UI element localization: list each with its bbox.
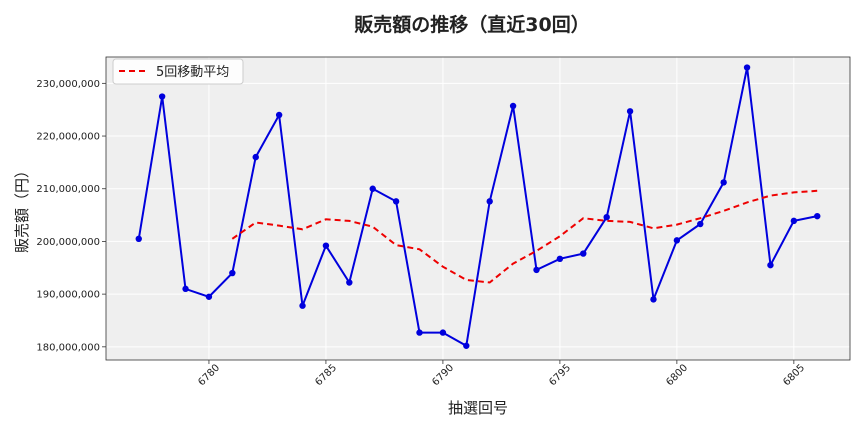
data-point	[182, 285, 189, 293]
y-tick-label: 230,000,000	[36, 79, 100, 90]
data-point	[767, 261, 774, 269]
y-tick-label: 190,000,000	[36, 290, 100, 301]
y-axis-label: 販売額（円）	[13, 163, 31, 253]
data-point	[486, 198, 493, 205]
data-point	[252, 153, 259, 161]
series-line-sales	[137, 67, 818, 348]
y-axis-ticks: 180,000,000 190,000,000 200,000,000 210,000…	[36, 79, 106, 353]
x-axis-ticks: 6780 6785 6790 6795 6800 6805	[196, 360, 807, 388]
data-point	[533, 266, 540, 274]
legend: 5回移動平均	[112, 58, 244, 85]
data-point	[814, 212, 821, 220]
data-point	[697, 220, 704, 228]
data-point	[322, 242, 330, 249]
legend-label-moving-average: 5回移動平均	[156, 65, 229, 80]
data-point	[439, 329, 447, 336]
data-point	[299, 302, 306, 309]
data-point	[650, 296, 657, 303]
x-tick-label: 6800	[664, 362, 690, 388]
series-layer	[135, 64, 821, 349]
data-point	[509, 102, 517, 110]
x-tick-label: 6780	[196, 362, 222, 388]
legend-box	[112, 58, 244, 85]
chart-title: 販売額の推移（直近30回）	[354, 13, 589, 36]
x-axis-label: 抽選回号	[448, 399, 508, 417]
x-tick-label: 6790	[430, 362, 456, 388]
data-point	[416, 329, 423, 336]
series-line-moving-average	[231, 189, 818, 284]
data-point	[275, 111, 283, 119]
y-tick-label: 180,000,000	[36, 342, 100, 353]
data-point	[463, 342, 470, 349]
data-point	[603, 213, 610, 221]
data-point	[556, 255, 564, 263]
data-point	[369, 185, 376, 192]
plot-area	[106, 57, 850, 360]
data-point	[580, 250, 587, 257]
x-tick-label: 6805	[781, 362, 807, 388]
data-point	[392, 198, 400, 205]
data-point	[135, 235, 142, 242]
plot-frame	[105, 56, 851, 361]
data-point	[673, 237, 681, 244]
data-point	[229, 269, 236, 277]
data-point	[158, 93, 166, 100]
y-tick-label: 210,000,000	[36, 184, 100, 195]
data-point	[346, 279, 353, 286]
x-tick-label: 6795	[547, 362, 573, 388]
y-tick-label: 220,000,000	[36, 132, 100, 143]
data-point	[205, 293, 213, 300]
x-tick-label: 6785	[313, 362, 339, 388]
data-point	[743, 64, 751, 71]
y-tick-label: 200,000,000	[36, 237, 100, 248]
data-point	[790, 217, 798, 225]
data-point	[626, 108, 634, 115]
data-point	[720, 179, 727, 186]
